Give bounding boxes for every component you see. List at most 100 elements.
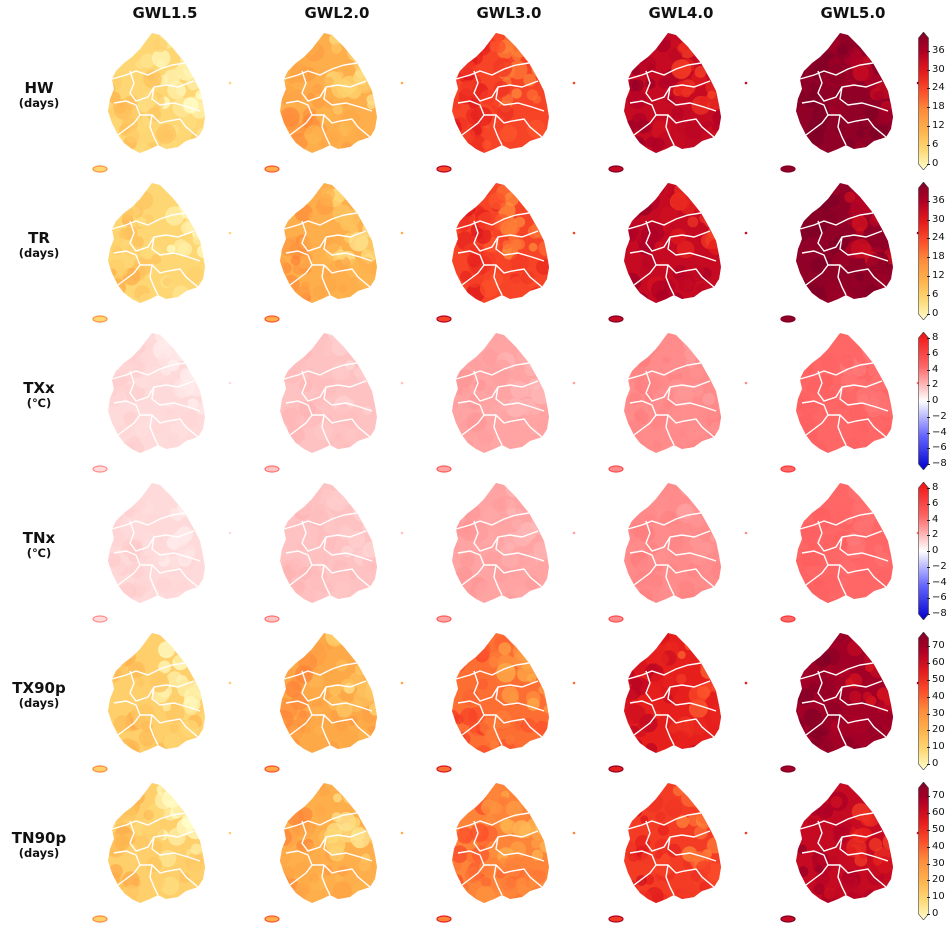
- province-border: [817, 370, 883, 402]
- colorbar-tick-mark: [927, 338, 930, 339]
- province-border: [493, 714, 503, 746]
- jeju-island: [780, 315, 796, 323]
- ulleung-island: [228, 81, 232, 85]
- province-border: [665, 564, 675, 596]
- colorbar-tick-label: 6: [932, 347, 939, 359]
- colorbar-tick-label: 40: [932, 840, 945, 852]
- jeju-island: [780, 465, 796, 473]
- colorbar-tick-label: 0: [932, 758, 939, 769]
- row-label: TX90p (days): [2, 679, 76, 710]
- province-border: [667, 836, 717, 862]
- jeju-island: [436, 165, 452, 173]
- colorbar-tick-label: 10: [932, 741, 945, 753]
- row-label: HW (days): [2, 79, 76, 110]
- province-border: [493, 414, 503, 446]
- jeju-island: [780, 765, 796, 773]
- province-border: [837, 564, 847, 596]
- map-panel: [780, 633, 920, 773]
- province-border: [283, 512, 358, 530]
- colorbar-tick-label: 36: [932, 44, 945, 56]
- colorbar-tick-label: 30: [932, 63, 945, 75]
- province-border: [321, 714, 331, 746]
- colorbar-tick-mark: [927, 369, 930, 371]
- jeju-island: [608, 915, 624, 923]
- province-border: [837, 714, 847, 746]
- colorbar-tick-label: 0: [932, 545, 939, 556]
- row-unit: (℃): [26, 546, 52, 561]
- colorbar-tick-mark: [927, 914, 930, 915]
- map-panel: [780, 33, 920, 173]
- colorbar-gradient: [918, 32, 929, 170]
- colorbar-tick-label: 24: [932, 232, 945, 244]
- province-border: [129, 370, 195, 402]
- jeju-island: [92, 915, 108, 923]
- province-border: [493, 864, 503, 896]
- province-border: [627, 62, 702, 80]
- row-variable: TNx: [22, 529, 56, 547]
- ulleung-island: [572, 81, 576, 85]
- colorbar-tick-mark: [927, 200, 930, 202]
- colorbar-tick-mark: [927, 401, 930, 402]
- ulleung-island: [400, 831, 404, 835]
- jeju-island: [780, 615, 796, 623]
- ulleung-island: [572, 681, 576, 685]
- province-border: [321, 264, 331, 296]
- province-border: [627, 212, 702, 230]
- colorbar-tick-label: 6: [932, 139, 939, 151]
- province-border: [627, 662, 702, 680]
- colorbar-tick-label: 4: [932, 363, 939, 375]
- map-panel: [92, 183, 232, 323]
- colorbar-tick-label: 18: [932, 101, 945, 113]
- colorbar-tick-mark: [927, 416, 930, 418]
- province-border: [665, 114, 675, 146]
- province-border: [837, 114, 847, 146]
- colorbar-tick-mark: [927, 646, 930, 648]
- colorbar-tick-mark: [927, 680, 930, 681]
- province-border: [495, 536, 545, 562]
- colorbar-tick-label: 2: [932, 379, 939, 391]
- province-border: [495, 386, 545, 412]
- province-border: [473, 70, 539, 102]
- map-panel: [436, 333, 576, 473]
- colorbar-tick-mark: [927, 238, 930, 240]
- province-border: [817, 820, 883, 852]
- colorbar-gradient: [918, 782, 929, 920]
- province-border: [799, 662, 874, 680]
- map-panel: [780, 483, 920, 623]
- map-panel: [608, 483, 748, 623]
- province-border: [283, 812, 358, 830]
- province-border: [321, 114, 331, 146]
- jeju-island: [780, 165, 796, 173]
- colorbar-tick-mark: [927, 747, 930, 749]
- province-border: [149, 564, 159, 596]
- colorbar: [918, 632, 929, 770]
- colorbar-tick-label: 30: [932, 707, 945, 719]
- province-border: [283, 212, 358, 230]
- colorbar-tick-label: −6: [932, 442, 947, 454]
- map-panel: [780, 183, 920, 323]
- colorbar: [918, 782, 929, 920]
- province-border: [111, 662, 186, 680]
- province-border: [111, 212, 186, 230]
- map-panel: [608, 633, 748, 773]
- province-border: [455, 362, 530, 380]
- colorbar-tick-label: 70: [932, 640, 945, 652]
- province-border: [473, 520, 539, 552]
- ulleung-island: [572, 231, 576, 235]
- province-border: [455, 212, 530, 230]
- colorbar-tick-label: 12: [932, 120, 945, 132]
- ulleung-island: [400, 681, 404, 685]
- ulleung-island: [228, 831, 232, 835]
- colorbar-tick-label: 18: [932, 251, 945, 263]
- colorbar-tick-mark: [927, 535, 930, 537]
- province-border: [473, 670, 539, 702]
- ulleung-island: [572, 531, 576, 535]
- colorbar-tick-mark: [927, 69, 930, 71]
- jeju-island: [92, 315, 108, 323]
- colorbar-tick-mark: [927, 432, 930, 434]
- jeju-island: [264, 315, 280, 323]
- ulleung-island: [572, 831, 576, 835]
- map-panel: [92, 633, 232, 773]
- province-border: [301, 520, 367, 552]
- colorbar-tick-label: 12: [932, 270, 945, 282]
